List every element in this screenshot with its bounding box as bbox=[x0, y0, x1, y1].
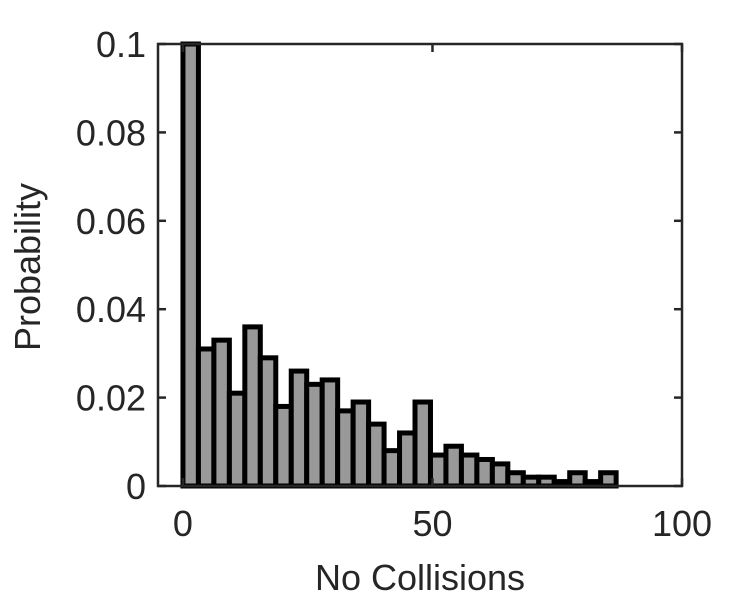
bars-group bbox=[180, 41, 619, 489]
ticks-group: 0 50 100 0 0.02 0.04 0.06 0.08 0.1 bbox=[76, 24, 712, 544]
y-tick-label: 0.02 bbox=[76, 378, 146, 419]
y-tick-label: 0.08 bbox=[76, 112, 146, 153]
histogram-bar bbox=[598, 470, 619, 489]
x-axis-label: No Collisions bbox=[315, 557, 525, 598]
y-axis-label: Probability bbox=[7, 183, 48, 351]
x-tick-label: 0 bbox=[173, 503, 193, 544]
y-tick-label: 0.06 bbox=[76, 201, 146, 242]
y-tick-label: 0.04 bbox=[76, 289, 146, 330]
x-tick-label: 50 bbox=[412, 503, 452, 544]
plot-area-frame bbox=[156, 42, 684, 488]
y-tick-label: 0.1 bbox=[96, 24, 146, 65]
y-tick-label: 0 bbox=[126, 466, 146, 507]
x-tick-label: 100 bbox=[652, 503, 712, 544]
